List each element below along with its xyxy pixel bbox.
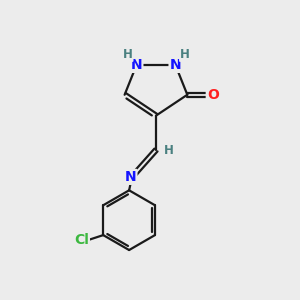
- Text: H: H: [123, 48, 133, 61]
- Text: N: N: [131, 58, 142, 72]
- Text: Cl: Cl: [74, 233, 89, 248]
- Text: N: N: [169, 58, 181, 72]
- Text: N: N: [125, 170, 136, 184]
- Text: O: O: [207, 88, 219, 102]
- Text: H: H: [180, 48, 190, 61]
- Text: H: H: [164, 143, 173, 157]
